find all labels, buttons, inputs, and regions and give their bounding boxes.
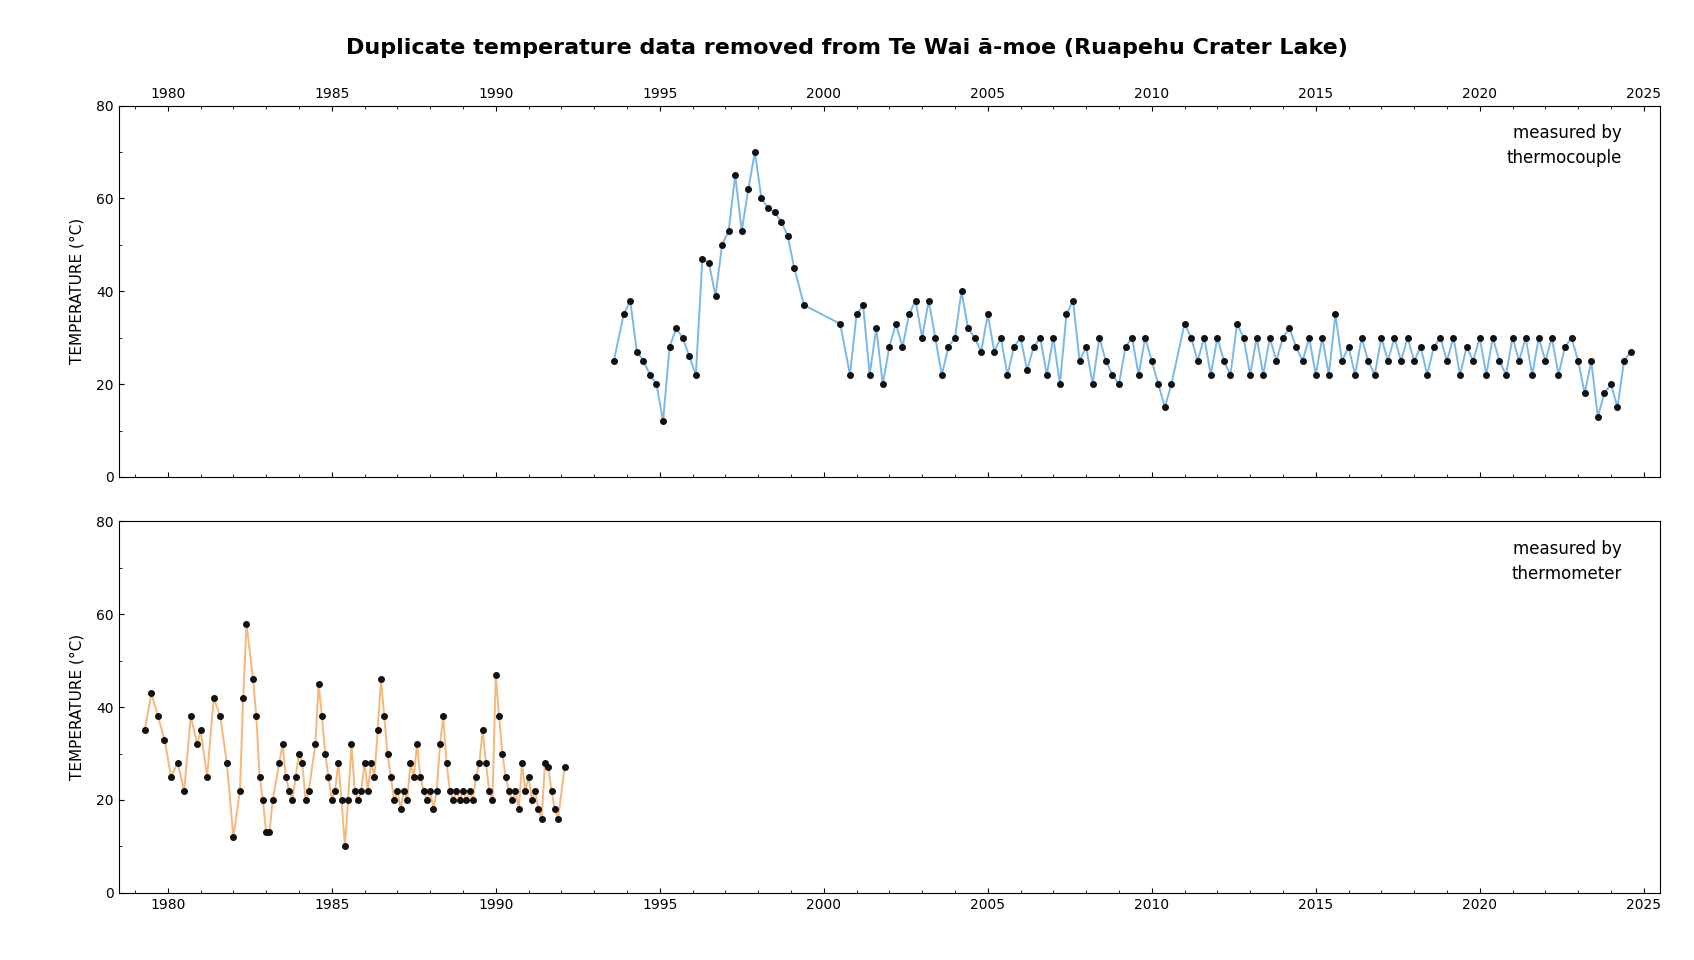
Text: measured by
thermometer: measured by thermometer — [1511, 540, 1621, 583]
Y-axis label: TEMPERATURE (°C): TEMPERATURE (°C) — [69, 218, 85, 365]
Text: Duplicate temperature data removed from Te Wai ā-moe (Ruapehu Crater Lake): Duplicate temperature data removed from … — [346, 38, 1348, 59]
Y-axis label: TEMPERATURE (°C): TEMPERATURE (°C) — [69, 634, 85, 780]
Text: measured by
thermocouple: measured by thermocouple — [1506, 124, 1621, 167]
